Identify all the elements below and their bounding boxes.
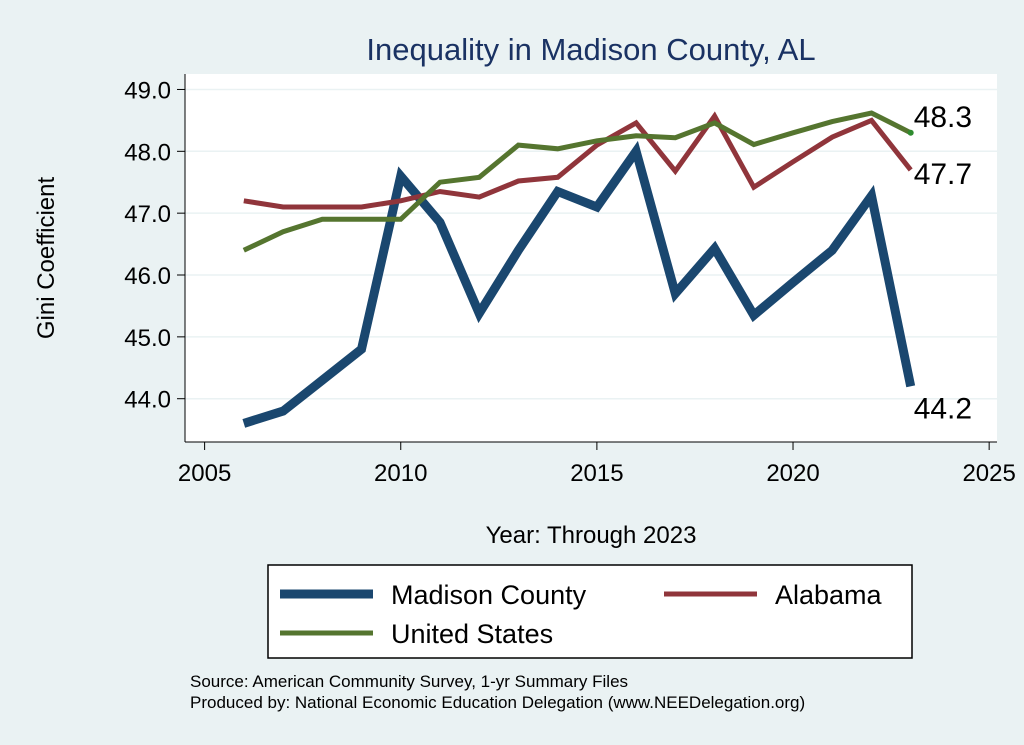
- x-axis-label: Year: Through 2023: [486, 522, 697, 549]
- y-tick-label-1: 45.0: [124, 325, 171, 352]
- y-axis-label: Gini Coefficient: [33, 177, 60, 340]
- x-tick-label-2: 2015: [570, 460, 623, 487]
- end-label-madison-county: 44.2: [914, 392, 972, 425]
- y-tick-label-4: 48.0: [124, 139, 171, 166]
- end-labels: 44.2 47.7 48.3: [907, 101, 972, 425]
- end-label-alabama: 47.7: [914, 158, 972, 191]
- producer-note: Produced by: National Economic Education…: [190, 693, 805, 712]
- y-tick-label-3: 47.0: [124, 201, 171, 228]
- series-line-united-states: [242, 110, 912, 253]
- gridlines: [185, 88, 997, 400]
- y-tick-label-5: 49.0: [124, 77, 171, 104]
- x-tick-label-1: 2010: [374, 460, 427, 487]
- legend-box: [267, 564, 913, 659]
- source-note: Source: American Community Survey, 1-yr …: [190, 672, 628, 691]
- chart-title: Inequality in Madison County, AL: [366, 32, 815, 67]
- axes: 44.0 45.0 46.0 47.0 48.0 49.0 2005 2010 2015 2020…: [124, 74, 1016, 487]
- legend: Madison County Alabama United States: [267, 564, 913, 659]
- end-marker-united-states: [907, 129, 914, 136]
- legend-label-alabama: Alabama: [775, 580, 883, 610]
- series-line-alabama: [243, 111, 913, 210]
- end-label-united-states: 48.3: [914, 101, 972, 134]
- y-tick-label-0: 44.0: [124, 387, 171, 414]
- series-lines: [242, 110, 916, 428]
- series-line-madison-county: [242, 140, 916, 428]
- x-tick-label-0: 2005: [178, 460, 231, 487]
- legend-label-united-states: United States: [391, 619, 553, 649]
- legend-label-madison-county: Madison County: [391, 580, 587, 610]
- x-tick-label-4: 2025: [962, 460, 1015, 487]
- x-tick-label-3: 2020: [766, 460, 819, 487]
- y-tick-label-2: 46.0: [124, 263, 171, 290]
